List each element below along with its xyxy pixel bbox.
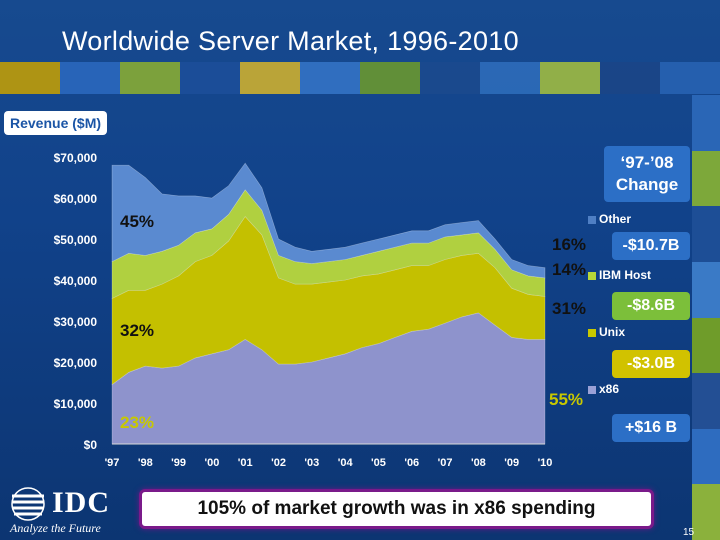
- legend-other-label: Other: [599, 212, 632, 226]
- legend-other: Other: [588, 212, 631, 226]
- y-tick-label: $20,000: [54, 356, 98, 370]
- share-percent-label: 31%: [552, 299, 586, 318]
- legend-ibm-host: IBM Host: [588, 268, 651, 282]
- slide-title: Worldwide Server Market, 1996-2010: [62, 26, 519, 56]
- share-percent-label: 55%: [549, 390, 583, 409]
- x-axis-ticks: '97 '98 '99 '00 '01 '02 '03 '04 '05 '06 '07 '08 '09 '…: [105, 212, 586, 469]
- delta-x86-top: -$3.0B: [612, 350, 690, 378]
- x-tick-label: '07: [438, 457, 453, 469]
- share-percent-label: 14%: [552, 260, 586, 279]
- x-tick-label: '06: [404, 457, 419, 469]
- legend-x86: x86: [588, 382, 619, 396]
- page-number: 15: [683, 527, 695, 538]
- y-tick-label: $0: [84, 438, 98, 452]
- area-other: [111, 162, 546, 279]
- y-axis-ticks: $0 $10,000 $20,000 $30,000 $40,000 $50,000 $60…: [54, 151, 98, 452]
- delta-ibm-host: -$10.7B: [612, 232, 690, 260]
- y-tick-label: $40,000: [54, 274, 98, 288]
- share-percent-label: 16%: [552, 235, 586, 254]
- revenue-axis-label: Revenue ($M): [4, 111, 108, 135]
- decorative-color-band: [0, 62, 720, 94]
- x-tick-label: '04: [338, 457, 354, 469]
- delta-x86: +$16 B: [612, 414, 690, 442]
- y-tick-label: $50,000: [54, 233, 98, 247]
- x-tick-label: '99: [171, 457, 186, 469]
- share-percent-label: 45%: [120, 212, 154, 231]
- change-box-line1: ‘97-’08: [620, 153, 674, 172]
- x-tick-label: '08: [471, 457, 486, 469]
- change-box-line2: Change: [615, 175, 679, 194]
- x-tick-label: '97: [105, 457, 120, 469]
- x-tick-label: '02: [271, 457, 286, 469]
- share-percent-label: 23%: [120, 413, 154, 432]
- globe-icon: [11, 487, 45, 521]
- legend-unix-label: Unix: [599, 325, 626, 339]
- idc-logo: IDC Analyze the Future: [8, 484, 136, 538]
- x-tick-label: '10: [538, 457, 553, 469]
- y-tick-label: $10,000: [54, 397, 98, 411]
- legend-x86-label: x86: [599, 382, 620, 396]
- delta-unix: -$8.6B: [612, 292, 690, 320]
- x-tick-label: '00: [204, 457, 219, 469]
- logo-tagline: Analyze the Future: [10, 521, 101, 535]
- x-tick-label: '03: [304, 457, 319, 469]
- y-tick-label: $30,000: [54, 315, 98, 329]
- legend-unix: Unix: [588, 325, 625, 339]
- legend-ibm-host-label: IBM Host: [599, 268, 651, 282]
- decorative-side-band: [692, 95, 720, 540]
- y-tick-label: $70,000: [54, 151, 98, 165]
- growth-banner: 105% of market growth was in x86 spendin…: [139, 489, 654, 529]
- y-tick-label: $60,000: [54, 192, 98, 206]
- logo-wordmark: IDC: [52, 486, 111, 519]
- x-tick-label: '01: [238, 457, 253, 469]
- x-tick-label: '05: [371, 457, 386, 469]
- x-tick-label: '09: [504, 457, 519, 469]
- x-tick-label: '98: [138, 457, 153, 469]
- chart-areas: [111, 162, 546, 445]
- share-percent-label: 32%: [120, 321, 154, 340]
- change-box: ‘97-’08 Change: [604, 146, 690, 202]
